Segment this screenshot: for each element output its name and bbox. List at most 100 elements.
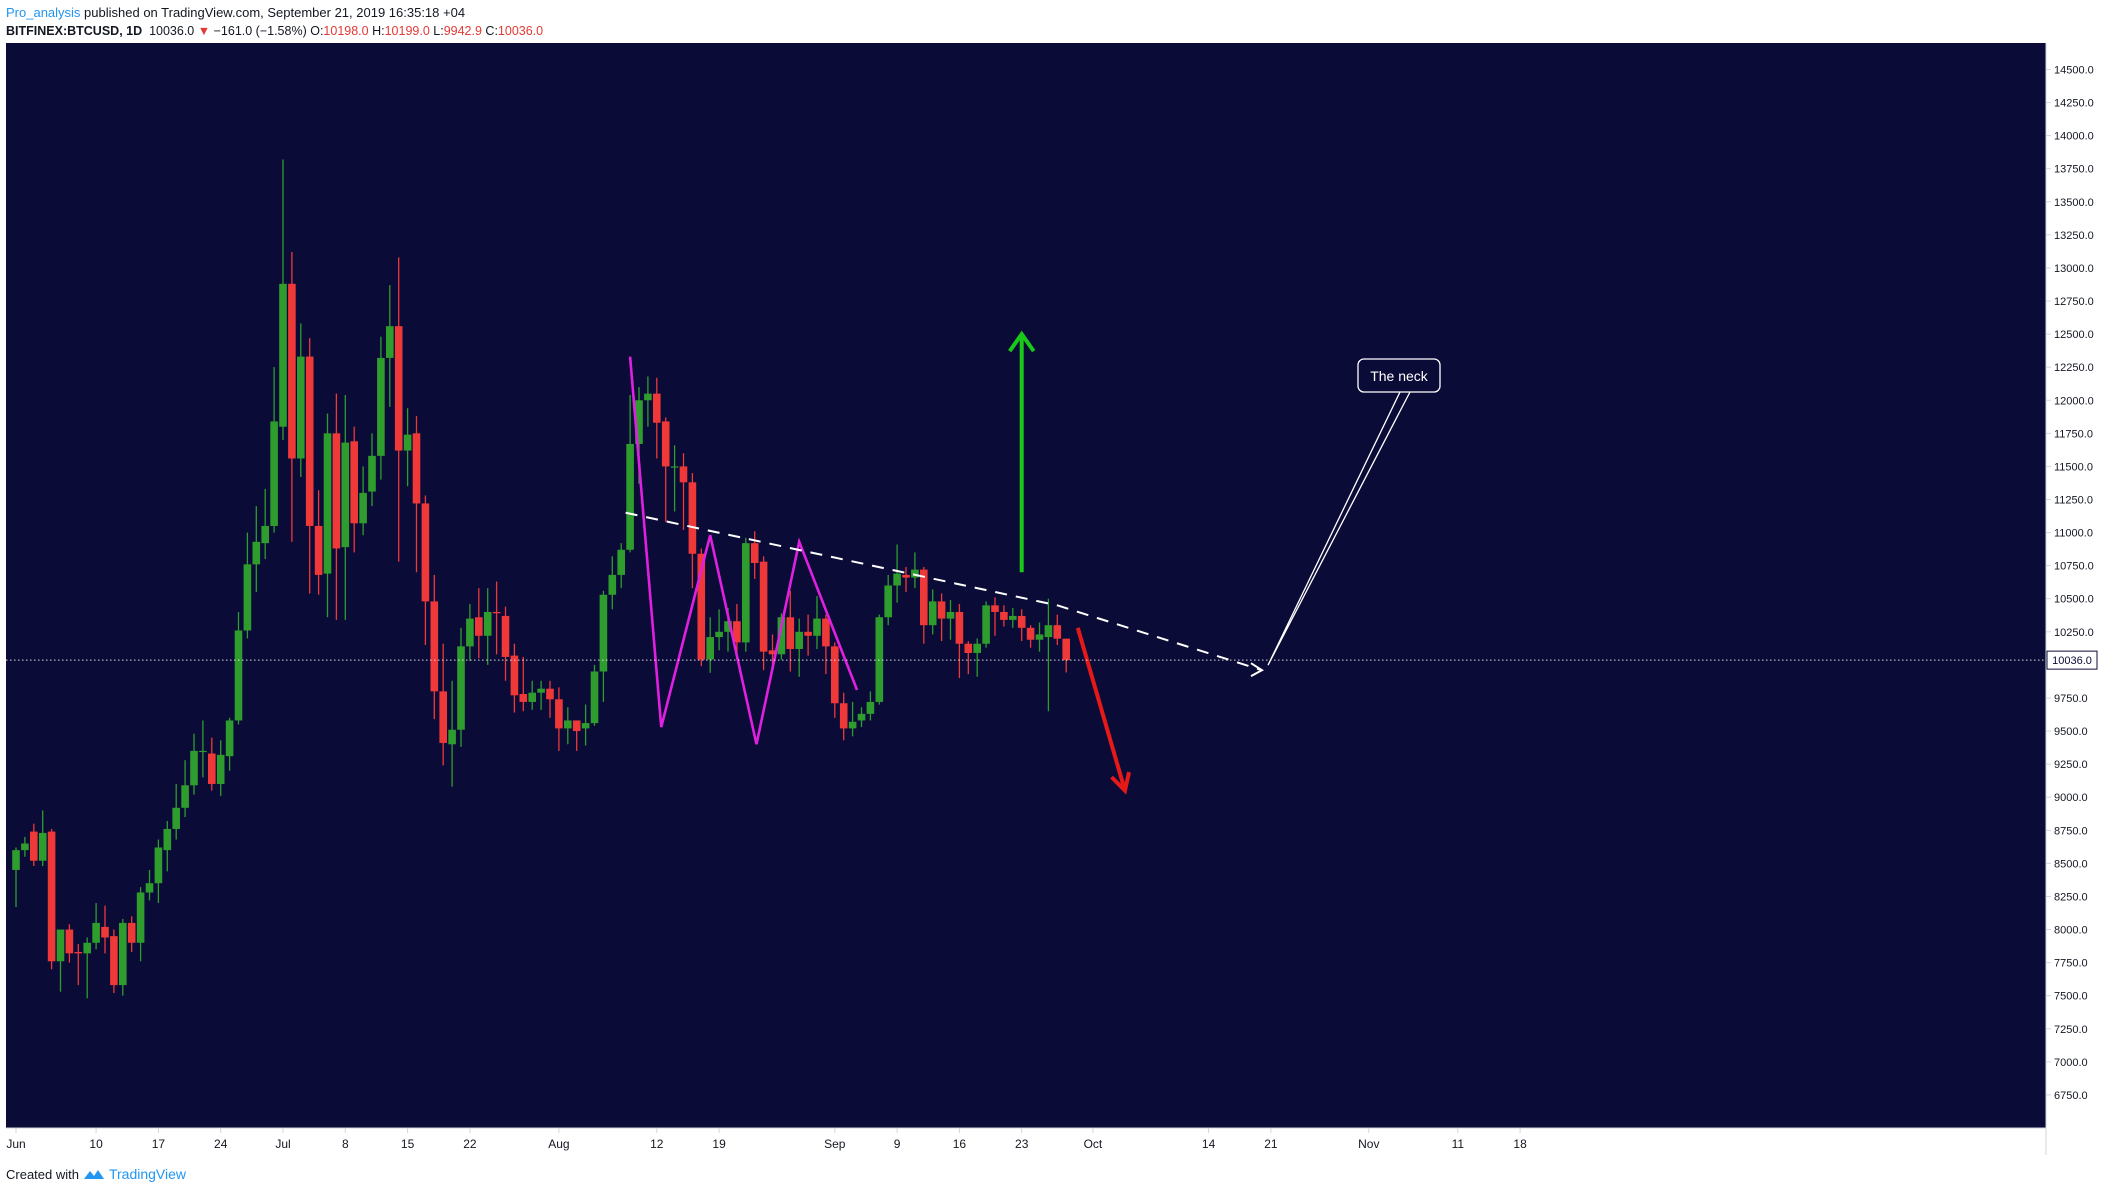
candle-body — [635, 400, 643, 444]
candle — [38, 810, 47, 867]
candle-body — [368, 455, 376, 492]
candle-body — [920, 569, 928, 626]
time-tick-label: Nov — [1358, 1137, 1379, 1151]
candle-body — [65, 929, 74, 954]
candle — [572, 720, 581, 751]
candle — [305, 338, 314, 594]
candle-body — [839, 703, 848, 729]
candle-body — [270, 421, 278, 526]
candle-body — [804, 631, 812, 636]
callout-text: The neck — [1370, 368, 1429, 384]
candle-body — [30, 831, 38, 861]
candle-body — [1062, 638, 1070, 661]
time-tick-label: 19 — [712, 1137, 726, 1151]
candle-body — [608, 574, 617, 595]
time-tick-label: 11 — [1452, 1137, 1465, 1151]
candle-body — [572, 720, 581, 732]
candle — [430, 574, 439, 720]
candle-body — [946, 611, 955, 619]
close-value: 10036.0 — [497, 24, 544, 38]
candle — [937, 593, 946, 642]
candle — [715, 609, 723, 651]
candle-body — [813, 618, 821, 636]
current-price-box — [2046, 650, 2098, 670]
publish-info: published on TradingView.com, September … — [80, 5, 466, 20]
symbol-label: BITFINEX:BTCUSD, 1D — [6, 24, 143, 38]
candle — [483, 588, 492, 665]
time-axis[interactable]: Jun 10 17 24 Jul 8 15 22 Aug 12 19 Sep 9 16 23 Oct 14 21 N… — [6, 1128, 1527, 1151]
candle — [127, 916, 136, 953]
candle-body — [83, 942, 91, 954]
candle-body — [119, 922, 127, 986]
price-tick-label: 11250.0 — [2054, 494, 2093, 506]
candle-body — [617, 549, 625, 575]
chart-header: Pro_analysis published on TradingView.co… — [6, 4, 543, 40]
current-price-label: 10036.0 — [2052, 655, 2092, 667]
candle-body — [848, 721, 857, 729]
candle — [857, 707, 866, 728]
tradingview-brand[interactable]: TradingView — [108, 1166, 187, 1182]
candle — [252, 506, 261, 593]
time-tick-label: 18 — [1513, 1137, 1527, 1151]
candle — [12, 847, 20, 908]
down-triangle-icon: ▼ — [197, 24, 211, 38]
candle-body — [110, 936, 118, 986]
candle-body — [546, 688, 554, 700]
time-tick-label: 8 — [342, 1137, 349, 1151]
candle — [234, 611, 243, 725]
candle — [163, 821, 172, 872]
candle — [1000, 605, 1008, 627]
candle-body — [875, 617, 884, 702]
candle-body — [964, 643, 973, 653]
candle-body — [252, 541, 261, 565]
candle-body — [715, 631, 723, 638]
candle-body — [154, 847, 163, 884]
candle-body — [101, 926, 109, 938]
bullish-arrowhead — [1008, 330, 1036, 353]
candle — [1026, 625, 1035, 648]
candle — [911, 552, 919, 589]
candle-body — [208, 753, 216, 784]
price-axis[interactable]: 6750.0 7000.0 7250.0 7500.0 7750.0 8000.0 8250… — [2046, 64, 2094, 1102]
candle — [83, 937, 91, 999]
candle-body — [448, 729, 456, 745]
candles-layer — [12, 159, 1070, 999]
candle — [1035, 622, 1044, 652]
candle — [1062, 638, 1070, 673]
candle — [546, 680, 554, 718]
annotations-layer: The neck — [625, 330, 1441, 795]
candle-body — [288, 283, 296, 459]
price-tick-label: 13750.0 — [2054, 164, 2094, 176]
candle — [564, 707, 572, 745]
price-tick-label: 8750.0 — [2054, 825, 2088, 837]
candle — [475, 588, 483, 659]
candle-body — [421, 503, 430, 602]
candle-body — [145, 883, 154, 893]
candle-body — [653, 393, 661, 423]
candle — [448, 680, 456, 787]
candle-body — [581, 723, 590, 729]
candle — [902, 566, 910, 593]
low-value: 9942.9 — [443, 24, 482, 38]
candle-body — [831, 646, 839, 704]
candle-body — [394, 326, 403, 451]
price-tick-label: 14250.0 — [2054, 98, 2094, 110]
price-change: −161.0 (−1.58%) — [213, 24, 307, 38]
price-tick-label: 11000.0 — [2054, 528, 2093, 540]
candle-body — [457, 646, 465, 730]
price-tick-label: 7500.0 — [2054, 991, 2088, 1003]
candle-body — [670, 466, 679, 468]
candle — [190, 733, 198, 795]
author-link[interactable]: Pro_analysis — [6, 5, 81, 20]
candle — [813, 596, 821, 650]
candle — [670, 445, 679, 512]
candle-body — [644, 393, 652, 401]
candle — [74, 944, 83, 986]
candle — [323, 413, 332, 618]
candle-body — [181, 785, 189, 808]
candle — [466, 604, 474, 661]
candle — [110, 929, 118, 994]
candle — [839, 692, 848, 741]
candle-body — [1035, 634, 1044, 640]
